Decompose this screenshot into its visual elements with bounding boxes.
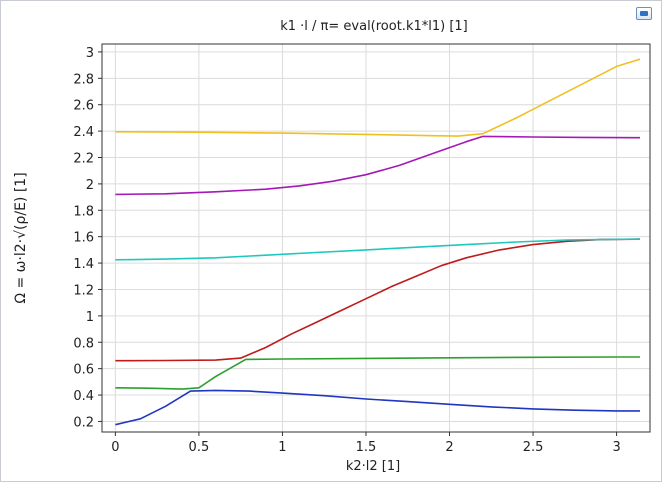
y-tick-label: 1.4 bbox=[73, 257, 94, 272]
y-axis-label: Ω = ω·l2·√(ρ/E) [1] bbox=[13, 172, 29, 303]
y-tick-label: 3 bbox=[86, 46, 94, 61]
y-tick-label: 1.6 bbox=[73, 231, 94, 246]
x-tick-label: 1 bbox=[278, 440, 286, 455]
x-tick-label: 3 bbox=[612, 440, 620, 455]
series-line-4 bbox=[115, 238, 641, 261]
y-tick-label: 0.2 bbox=[73, 415, 94, 430]
x-tick-label: 2 bbox=[445, 440, 453, 455]
y-tick-label: 0.6 bbox=[73, 363, 94, 378]
y-tick-label: 0.8 bbox=[73, 336, 94, 351]
window-control-icon-inner bbox=[640, 11, 648, 16]
y-tick-label: 1.2 bbox=[73, 283, 94, 298]
y-tick-label: 0.4 bbox=[73, 389, 94, 404]
y-tick-label: 2 bbox=[86, 178, 94, 193]
plot-area bbox=[101, 43, 651, 433]
x-axis-label: k2·l2 [1] bbox=[346, 459, 400, 474]
x-tick-label: 2.5 bbox=[523, 440, 544, 455]
y-tick-label: 2.4 bbox=[73, 125, 94, 140]
x-tick-label: 0 bbox=[111, 440, 119, 455]
window-control-icon[interactable] bbox=[636, 7, 652, 20]
series-line-5 bbox=[115, 135, 641, 196]
series-layer bbox=[115, 58, 641, 426]
x-tick-label: 0.5 bbox=[189, 440, 210, 455]
y-tick-label: 1.8 bbox=[73, 204, 94, 219]
series-line-3 bbox=[115, 238, 641, 362]
series-line-2 bbox=[115, 356, 640, 390]
series-line-6 bbox=[115, 58, 641, 137]
series-line-1 bbox=[115, 389, 640, 426]
y-tick-label: 2.2 bbox=[73, 151, 94, 166]
y-tick-label: 2.8 bbox=[73, 72, 94, 87]
y-tick-label: 1 bbox=[86, 310, 94, 325]
y-tick-label: 2.6 bbox=[73, 99, 94, 114]
ticks: 0 0.5 1 1.5 2 2.5 3 0.2 0.4 0.6 0.8 1 1.2 1.4 1.6 1.8 2 2… bbox=[73, 46, 620, 455]
chart-title: k1 ·l / π= eval(root.k1*l1) [1] bbox=[280, 19, 468, 34]
x-tick-label: 1.5 bbox=[356, 440, 377, 455]
grid bbox=[102, 44, 650, 432]
